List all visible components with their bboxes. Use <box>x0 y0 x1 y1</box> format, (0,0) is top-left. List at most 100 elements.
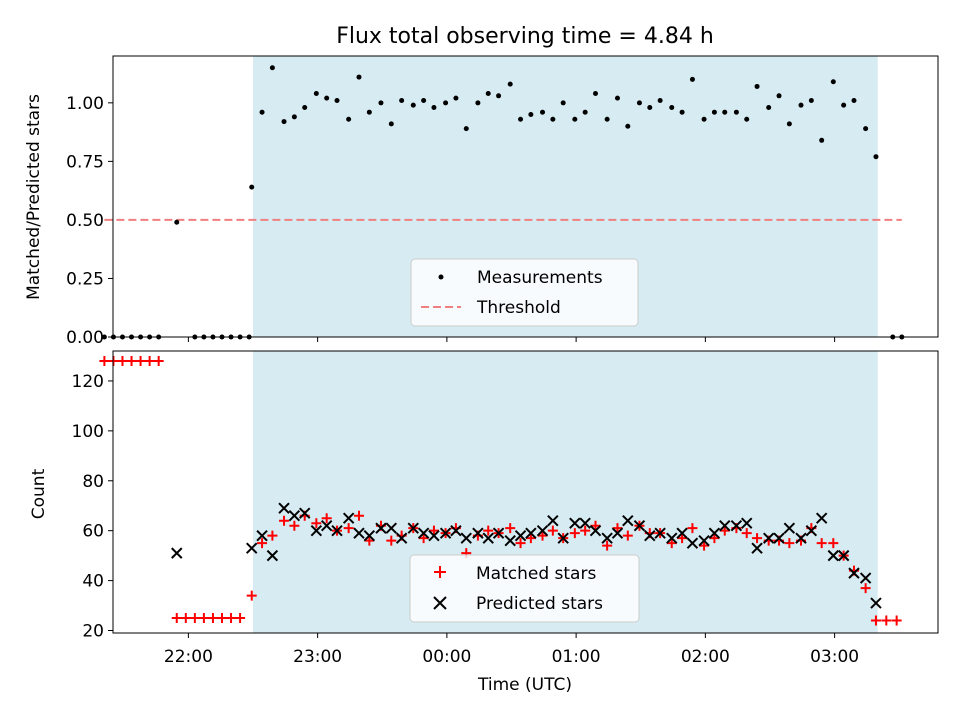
predicted-star-point <box>569 517 581 529</box>
bottom-xlabel: Time (UTC) <box>477 675 572 695</box>
matched-star-point <box>860 583 871 594</box>
predicted-star-point <box>331 524 343 537</box>
measurement-point <box>281 119 287 125</box>
measurement-point <box>496 93 502 99</box>
predicted-star-point <box>288 510 301 522</box>
measurement-point <box>604 116 610 122</box>
measurement-point <box>636 100 642 106</box>
predicted-star-point <box>407 522 419 534</box>
matched-star-point <box>216 613 227 624</box>
matched-star-point <box>483 525 494 536</box>
matched-star-point <box>784 538 795 549</box>
predicted-star-point <box>589 524 602 537</box>
top-ytick-label: 1.00 <box>66 94 104 114</box>
matched-star-point <box>235 613 246 624</box>
predicted-star-point <box>514 529 527 542</box>
predicted-star-point <box>320 519 333 532</box>
matched-star-point <box>99 355 110 366</box>
measurement-point <box>334 97 340 103</box>
measurement-point <box>443 100 449 106</box>
top-ylabel: Matched/Predicted stars <box>24 94 44 300</box>
predicted-star-point <box>708 527 721 539</box>
predicted-star-point <box>676 527 688 539</box>
matched-star-point <box>537 530 548 541</box>
predicted-star-point <box>266 549 279 562</box>
bottom-ytick-label: 100 <box>72 422 104 442</box>
top-panel: Flux total observing time = 4.84 h 0.000… <box>24 24 939 348</box>
matched-star-point <box>386 535 397 546</box>
measurement-point <box>669 105 675 111</box>
matched-star-point <box>428 525 439 536</box>
predicted-star-point <box>299 507 311 519</box>
predicted-star-point <box>848 567 860 579</box>
matched-star-point <box>891 615 902 626</box>
matched-star-point <box>226 613 237 624</box>
predicted-star-point <box>579 517 591 529</box>
predicted-star-point <box>395 532 408 544</box>
measurement-point <box>518 116 524 122</box>
predicted-star-point <box>547 514 559 527</box>
measurement-point <box>528 112 534 118</box>
measurement-point <box>873 154 879 160</box>
measurement-point <box>101 334 107 340</box>
predicted-star-point <box>472 527 484 539</box>
measurement-point <box>689 76 695 82</box>
measurement-point <box>701 116 707 122</box>
matched-star-point <box>666 538 677 549</box>
predicted-star-point <box>460 532 472 544</box>
measurement-point <box>485 90 491 96</box>
matched-star-point <box>525 533 536 544</box>
measurement-point <box>259 109 265 115</box>
bottom-xtick-label: 00:00 <box>422 647 471 667</box>
bottom-ytick-label: 80 <box>82 472 104 492</box>
measurement-point <box>356 74 362 80</box>
matched-star-point <box>870 615 881 626</box>
predicted-star-point <box>633 519 646 532</box>
measurement-point <box>766 105 772 111</box>
predicted-star-point <box>611 527 624 539</box>
predicted-star-point <box>353 527 365 539</box>
top-data-marks <box>101 65 905 340</box>
predicted-star-point <box>741 517 753 529</box>
bottom-axes-frame <box>112 350 939 634</box>
measurement-point <box>819 137 825 143</box>
matched-star-point <box>180 613 191 624</box>
measurement-point <box>174 219 180 225</box>
measurement-point <box>657 97 663 103</box>
predicted-star-point <box>805 524 818 537</box>
predicted-star-point <box>385 522 398 534</box>
predicted-star-point <box>428 529 440 542</box>
bottom-ytick-label: 120 <box>72 372 104 392</box>
bottom-legend-box <box>409 554 640 623</box>
matched-star-point <box>881 615 892 626</box>
matched-star-point <box>569 528 580 539</box>
bottom-ytick-label: 60 <box>82 522 104 542</box>
measurement-point <box>302 105 308 111</box>
legend-matched-marker <box>434 566 446 578</box>
predicted-star-point <box>762 532 775 544</box>
matched-star-point <box>343 523 354 534</box>
bottom-ytick-label: 20 <box>82 622 104 642</box>
bottom-xtick-label: 23:00 <box>293 647 342 667</box>
measurement-point <box>399 97 405 103</box>
legend-predicted-marker <box>433 596 447 610</box>
legend-measurements-marker <box>438 274 444 280</box>
predicted-star-point <box>278 502 290 514</box>
matched-star-point <box>622 530 633 541</box>
matched-star-point <box>189 613 200 624</box>
predicted-star-point <box>837 549 850 562</box>
matched-star-point <box>353 510 364 521</box>
matched-star-point <box>171 613 182 624</box>
predicted-star-point <box>827 549 840 562</box>
matched-star-point <box>267 530 278 541</box>
predicted-star-point <box>246 542 258 554</box>
legend-matched-label: Matched stars <box>476 564 596 584</box>
matched-star-point <box>198 613 209 624</box>
matched-star-point <box>257 538 268 549</box>
measurement-point <box>851 97 857 103</box>
matched-star-point <box>207 613 218 624</box>
matched-star-point <box>126 355 137 366</box>
measurement-point <box>463 126 469 132</box>
predicted-star-point <box>622 514 634 527</box>
